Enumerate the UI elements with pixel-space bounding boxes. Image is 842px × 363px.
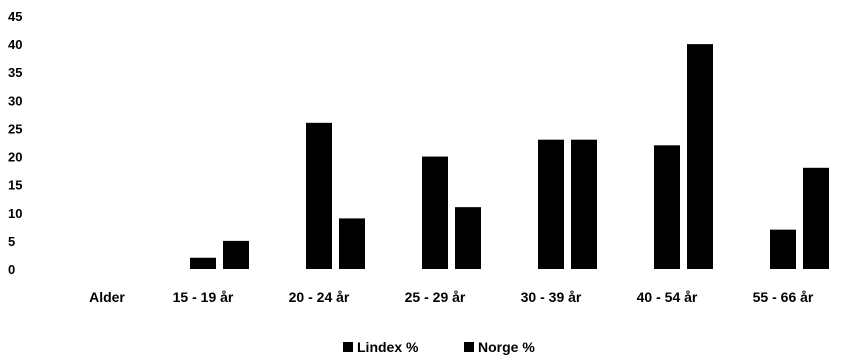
x-tick-label: Alder: [89, 289, 125, 305]
legend-label-norge: Norge %: [478, 339, 535, 355]
x-axis: Alder 15 - 19 år 20 - 24 år 25 - 29 år 30 - …: [89, 289, 814, 305]
y-axis: 0 5 10 15 20 25 30 35 40 45: [8, 9, 22, 277]
bar-norge: [687, 44, 713, 269]
x-tick-label: 55 - 66 år: [753, 289, 814, 305]
x-tick-label: 15 - 19 år: [173, 289, 234, 305]
y-tick-label: 40: [8, 37, 22, 52]
y-tick-label: 30: [8, 93, 22, 108]
x-tick-label: 20 - 24 år: [289, 289, 350, 305]
bar-lindex: [306, 122, 332, 269]
bar-lindex: [422, 156, 448, 269]
legend-swatch-norge: [464, 342, 474, 352]
legend-label-lindex: Lindex %: [357, 339, 419, 355]
x-tick-label: 40 - 54 år: [637, 289, 698, 305]
x-tick-label: 30 - 39 år: [521, 289, 582, 305]
legend: Lindex % Norge %: [343, 339, 535, 355]
x-tick-label: 25 - 29 år: [405, 289, 466, 305]
y-tick-label: 15: [8, 178, 22, 193]
bar-lindex: [538, 139, 564, 269]
y-tick-label: 35: [8, 65, 22, 80]
bar-norge: [339, 218, 365, 269]
bar-norge: [803, 167, 829, 269]
bar-norge: [455, 207, 481, 269]
y-tick-label: 20: [8, 150, 22, 165]
y-tick-label: 25: [8, 121, 22, 136]
bar-groups: [190, 44, 829, 269]
y-tick-label: 10: [8, 206, 22, 221]
legend-swatch-lindex: [343, 342, 353, 352]
bar-lindex: [770, 229, 796, 269]
bar-lindex: [190, 257, 216, 269]
bar-norge: [571, 139, 597, 269]
bar-norge: [223, 240, 249, 269]
y-tick-label: 5: [8, 234, 15, 249]
y-tick-label: 45: [8, 9, 22, 24]
bar-lindex: [654, 145, 680, 269]
y-tick-label: 0: [8, 262, 15, 277]
